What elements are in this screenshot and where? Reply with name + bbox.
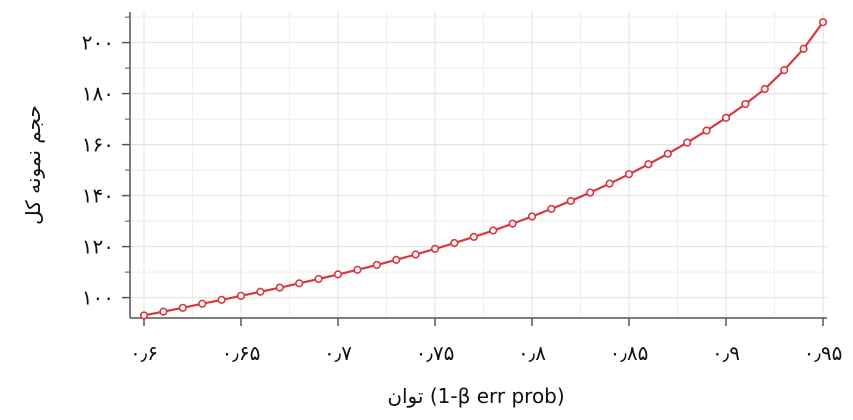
data-point — [663, 149, 672, 158]
data-point — [159, 307, 168, 316]
data-point — [527, 212, 537, 221]
y-tick-label: ۱۶۰ — [82, 133, 114, 157]
data-point — [198, 299, 207, 308]
data-point — [624, 170, 634, 179]
y-tick-labels: ۱۰۰ ۱۲۰ ۱۴۰ ۱۶۰ ۱۸۰ ۲۰۰ — [82, 31, 114, 310]
x-tick-label: ۰٫۹ — [712, 341, 740, 365]
data-point — [333, 270, 343, 279]
y-tick-label: ۱۰۰ — [82, 286, 114, 310]
data-point — [295, 279, 304, 288]
data-point — [780, 66, 789, 75]
x-tick-label: ۰٫۷۵ — [416, 341, 455, 365]
x-tick-label: ۰٫۶ — [130, 341, 158, 365]
x-tick-label: ۰٫۷ — [324, 341, 352, 365]
data-point — [508, 219, 517, 228]
data-point — [741, 99, 750, 109]
data-point — [683, 138, 692, 147]
x-tick-label: ۰٫۸ — [518, 341, 546, 365]
y-tick-label: ۱۴۰ — [82, 184, 114, 208]
major-grid — [130, 12, 827, 318]
data-point — [566, 196, 575, 206]
data-point — [139, 311, 149, 320]
data-point — [217, 295, 226, 305]
x-axis-title: توان (1-β err prob) — [387, 384, 564, 408]
y-tick-label: ۱۸۰ — [82, 82, 114, 106]
data-point — [256, 287, 265, 296]
data-point — [353, 265, 362, 274]
data-point — [178, 303, 187, 312]
data-point — [721, 113, 731, 122]
data-point — [818, 18, 828, 27]
y-tick-label: ۲۰۰ — [82, 31, 114, 55]
data-point — [411, 250, 420, 259]
data-point — [586, 188, 595, 197]
x-tick-labels: ۰٫۶ ۰٫۶۵ ۰٫۷ ۰٫۷۵ ۰٫۸ ۰٫۸۵ ۰٫۹ ۰٫۹۵ — [130, 341, 842, 365]
data-point — [644, 160, 653, 169]
plot-background — [130, 12, 827, 318]
data-point — [450, 238, 459, 248]
y-tick-label: ۱۲۰ — [82, 235, 114, 259]
series-points — [139, 18, 828, 320]
data-point — [430, 244, 440, 253]
x-tick-label: ۰٫۶۵ — [222, 341, 261, 365]
data-point — [605, 179, 614, 188]
x-tick-marks — [143, 318, 824, 326]
data-point — [275, 283, 284, 292]
data-point — [547, 204, 556, 213]
data-point — [489, 226, 498, 235]
data-point — [314, 274, 323, 284]
data-point — [799, 44, 808, 53]
data-point — [392, 255, 401, 264]
data-point — [702, 126, 711, 135]
x-tick-label: ۰٫۸۵ — [610, 341, 649, 365]
data-point — [372, 260, 381, 270]
data-point — [236, 291, 246, 300]
y-axis-title: حجم نمونه کل — [21, 105, 45, 225]
data-point — [469, 232, 478, 242]
x-tick-label: ۰٫۹۵ — [804, 341, 843, 365]
y-tick-marks — [122, 16, 130, 299]
data-point — [760, 84, 769, 94]
